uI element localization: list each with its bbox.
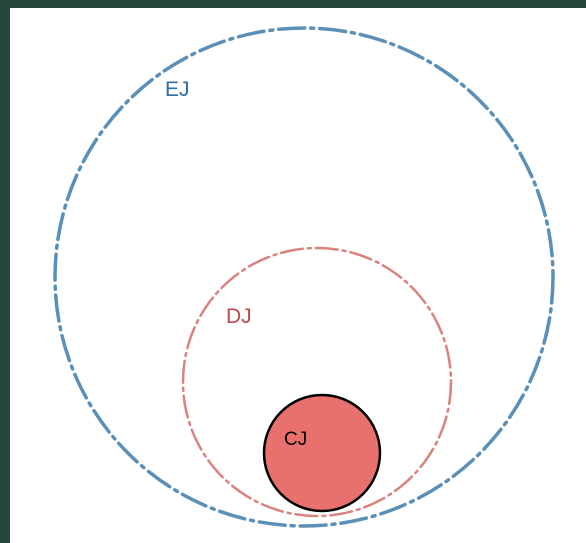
cj-circle bbox=[262, 393, 382, 513]
dj-circle bbox=[181, 246, 453, 518]
ej-label: EJ bbox=[165, 78, 190, 101]
cj-label: CJ bbox=[284, 429, 307, 450]
dj-label: DJ bbox=[226, 305, 252, 328]
ej-circle bbox=[53, 26, 555, 528]
